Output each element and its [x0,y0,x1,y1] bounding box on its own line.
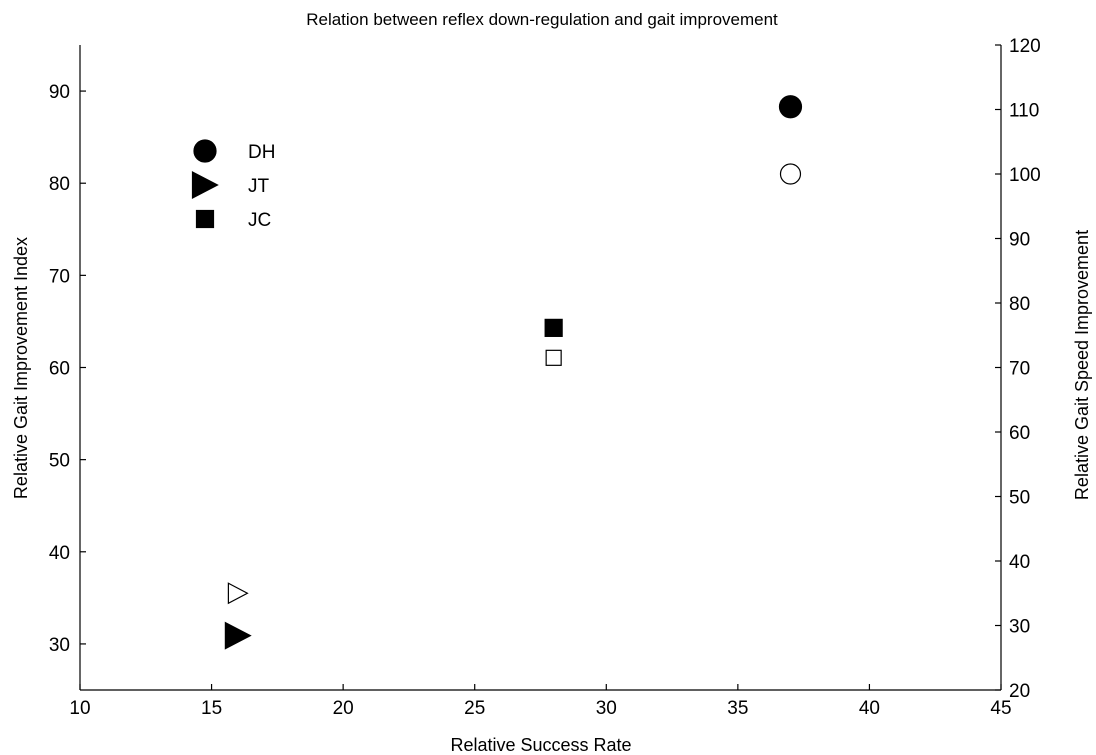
y2-tick-label: 120 [1009,36,1041,57]
y2-tick-label: 20 [1009,681,1030,702]
y2-tick-label: 90 [1009,230,1030,251]
data-point-jc-filled [544,318,563,337]
legend-marker-dh [193,139,217,163]
x-tick-label: 10 [69,698,90,719]
legend-marker-jc [195,209,215,229]
y-tick-label: 70 [49,266,70,287]
y2-tick-label: 60 [1009,423,1030,444]
x-axis-ticks: 10 15 20 25 30 35 40 45 [69,684,1012,719]
y-tick-label: 60 [49,359,70,380]
x-tick-label: 35 [727,698,748,719]
legend-marker-jt [191,171,219,199]
data-points [224,95,803,650]
x-tick-label: 40 [859,698,880,719]
data-point-dh-hollow [779,163,802,185]
x-tick-label: 25 [464,698,485,719]
y-tick-label: 90 [49,82,70,103]
data-point-jc-hollow [545,349,562,366]
y-tick-label: 80 [49,174,70,195]
y-tick-label: 40 [49,543,70,564]
y2-tick-label: 100 [1009,165,1041,186]
x-tick-label: 45 [990,698,1011,719]
left-y-axis-label: Relative Gait Improvement Index [11,237,31,499]
chart-title: Relation between reflex down-regulation … [306,10,778,29]
right-y-axis-label: Relative Gait Speed Improvement [1072,230,1092,500]
y-tick-label: 50 [49,451,70,472]
right-y-axis-ticks: 20 30 40 50 60 70 80 90 100 110 120 [995,36,1041,702]
x-tick-label: 30 [596,698,617,719]
left-y-axis-ticks: 30 40 50 60 70 80 90 [49,82,86,656]
legend-label: DH [248,142,275,163]
y-tick-label: 30 [49,635,70,656]
y2-tick-label: 70 [1009,359,1030,380]
x-tick-label: 20 [333,698,354,719]
legend: DH JT JC [191,139,275,231]
y2-tick-label: 80 [1009,294,1030,315]
data-point-jt-filled [224,621,252,650]
y2-tick-label: 40 [1009,552,1030,573]
data-point-dh-filled [778,95,803,119]
y2-tick-label: 50 [1009,488,1030,509]
legend-label: JC [248,210,271,231]
x-axis-label: Relative Success Rate [450,735,631,755]
legend-label: JT [248,176,270,197]
y2-tick-label: 110 [1009,101,1039,122]
y2-tick-label: 30 [1009,617,1030,638]
data-point-jt-hollow [227,582,249,605]
x-tick-label: 15 [201,698,222,719]
